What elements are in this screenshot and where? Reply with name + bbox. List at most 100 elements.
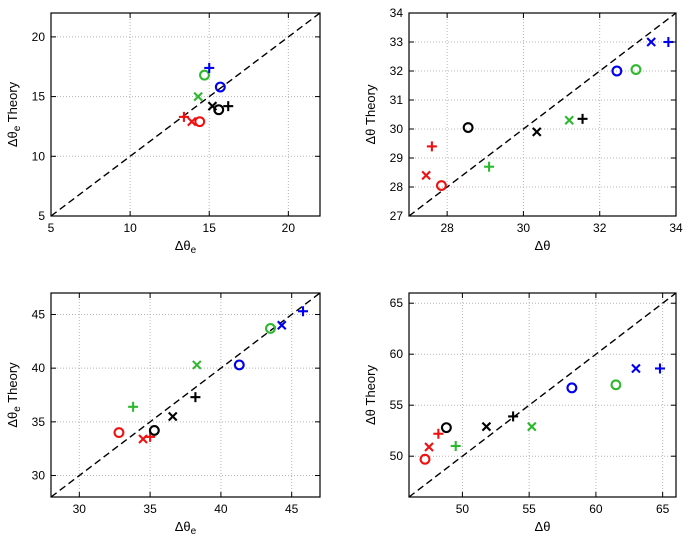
marker-red-circle (194, 116, 206, 128)
y-tick-label: 10 (32, 149, 46, 163)
marker-red-circle (113, 427, 125, 439)
x-tick-label: 34 (669, 221, 683, 235)
data-points (419, 363, 665, 465)
x-tick-label: 30 (517, 221, 531, 235)
marker-green-circle (630, 64, 642, 76)
y-tick-label: 60 (390, 347, 404, 361)
marker-blue-plus (654, 363, 665, 374)
marker-red-circle (419, 453, 431, 465)
marker-green-plus (128, 401, 139, 412)
x-axis-label: Δθ (535, 519, 551, 534)
axes-box (408, 292, 677, 498)
y-tick-label: 29 (390, 151, 404, 165)
y-tick-label: 50 (390, 449, 404, 463)
y-axis-label: Δθ Theory (363, 365, 378, 425)
y-tick-label: 20 (32, 30, 46, 44)
marker-green-plus (450, 441, 461, 451)
marker-black-circle (462, 122, 474, 134)
identity-line (408, 292, 677, 498)
subplot-top-left: 5 10 15 20 5 10 15 20 Δθe Δθe Theory (5, 12, 321, 256)
marker-blue-circle (611, 65, 623, 77)
marker-green-circle (610, 379, 622, 391)
y-tick-label: 55 (390, 398, 404, 412)
marker-red-cross (424, 442, 434, 452)
y-tick-label: 65 (390, 296, 404, 310)
marker-green-cross (192, 360, 202, 370)
marker-black-plus (577, 113, 588, 124)
y-tick-label: 35 (32, 415, 46, 429)
marker-blue-cross (646, 37, 656, 47)
subplot-top-right: 28 30 32 34 27 28 29 30 31 32 33 34 Δθ Δθ Theory (363, 6, 683, 253)
marker-black-circle (440, 422, 452, 434)
axes-box (408, 12, 677, 217)
x-tick-label: 5 (48, 221, 55, 235)
x-tick-label: 40 (214, 502, 228, 516)
axes-box (50, 292, 321, 498)
x-tick-label: 45 (285, 502, 299, 516)
x-axis-label: Δθe (175, 519, 197, 537)
marker-green-circle (264, 322, 276, 334)
marker-black-circle (213, 104, 225, 116)
tick-marks (51, 293, 320, 497)
marker-green-circle (199, 69, 210, 81)
data-points (178, 62, 234, 128)
marker-black-cross (532, 127, 542, 137)
marker-blue-circle (214, 81, 226, 93)
grid-lines (409, 293, 676, 497)
axes-box (50, 12, 321, 217)
subplot-bottom-right: 50 55 60 65 50 55 60 65 Δθ Δθ Theory (363, 292, 677, 534)
y-tick-label: 45 (32, 307, 46, 321)
x-axis-label: Δθe (175, 238, 197, 256)
marker-green-cross (193, 91, 203, 102)
marker-red-plus (433, 428, 444, 439)
grid-lines (51, 293, 320, 497)
marker-blue-cross (277, 320, 287, 330)
x-tick-label: 35 (143, 502, 157, 516)
y-axis-label: Δθ Theory (363, 84, 378, 144)
marker-blue-cross (631, 363, 641, 374)
marker-red-circle (435, 180, 447, 192)
y-tick-label: 27 (390, 209, 404, 223)
marker-black-plus (223, 101, 234, 112)
marker-black-plus (190, 392, 201, 403)
y-tick-label: 30 (390, 122, 404, 136)
y-tick-label: 34 (390, 6, 404, 20)
tick-marks (409, 12, 677, 217)
marker-black-circle (148, 424, 160, 436)
x-tick-label: 65 (656, 502, 670, 516)
marker-green-plus (484, 161, 495, 172)
marker-red-cross (187, 116, 197, 127)
x-tick-label: 15 (203, 221, 217, 235)
x-tick-label: 55 (522, 502, 536, 516)
x-tick-label: 10 (123, 221, 137, 235)
data-points (421, 37, 674, 192)
marker-black-plus (508, 411, 519, 422)
data-points (113, 306, 309, 444)
y-tick-label: 33 (390, 35, 404, 49)
marker-blue-circle (566, 382, 578, 394)
y-tick-label: 40 (32, 361, 46, 375)
y-tick-label: 30 (32, 469, 46, 483)
marker-green-cross (564, 115, 574, 126)
subplot-bottom-left: 30 35 40 45 30 35 40 45 Δθe Δθe Theory (5, 292, 321, 537)
marker-green-cross (527, 421, 537, 432)
y-tick-label: 5 (38, 209, 45, 223)
x-tick-label: 30 (73, 502, 87, 516)
marker-blue-circle (233, 359, 245, 371)
identity-line (408, 12, 677, 217)
marker-red-plus (426, 141, 437, 152)
x-tick-label: 28 (440, 221, 454, 235)
x-tick-label: 50 (456, 502, 470, 516)
x-tick-label: 20 (282, 221, 296, 235)
x-tick-label: 60 (589, 502, 603, 516)
marker-black-cross (168, 411, 178, 422)
tick-marks (409, 293, 676, 497)
y-tick-label: 32 (390, 64, 404, 78)
identity-line (50, 12, 321, 217)
y-tick-label: 15 (32, 90, 46, 104)
y-tick-label: 28 (390, 180, 404, 194)
marker-blue-plus (298, 306, 309, 317)
marker-blue-plus (204, 62, 215, 73)
x-axis-label: Δθ (535, 238, 551, 253)
